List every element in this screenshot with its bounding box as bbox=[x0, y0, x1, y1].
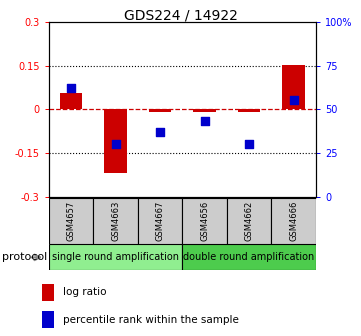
Point bbox=[68, 86, 74, 91]
Bar bbox=[182, 198, 227, 244]
Point bbox=[291, 98, 296, 103]
Bar bbox=[271, 198, 316, 244]
Text: GSM4656: GSM4656 bbox=[200, 201, 209, 241]
Bar bbox=[182, 244, 316, 270]
Text: double round amplification: double round amplification bbox=[183, 252, 315, 262]
Text: GSM4657: GSM4657 bbox=[66, 201, 75, 241]
Bar bbox=[227, 198, 271, 244]
Text: GDS224 / 14922: GDS224 / 14922 bbox=[123, 8, 238, 23]
Text: GSM4662: GSM4662 bbox=[245, 201, 253, 241]
Text: log ratio: log ratio bbox=[63, 287, 106, 297]
Bar bbox=[93, 198, 138, 244]
Text: GSM4663: GSM4663 bbox=[111, 201, 120, 241]
Bar bbox=[60, 93, 82, 109]
Text: GSM4666: GSM4666 bbox=[289, 201, 298, 241]
Point bbox=[246, 141, 252, 147]
Bar bbox=[149, 109, 171, 112]
Point bbox=[113, 141, 118, 147]
Bar bbox=[238, 109, 260, 112]
Bar bbox=[104, 109, 127, 173]
Bar bbox=[42, 311, 54, 328]
Bar bbox=[138, 198, 182, 244]
Point bbox=[202, 119, 208, 124]
Text: percentile rank within the sample: percentile rank within the sample bbox=[63, 315, 239, 325]
Text: GSM4667: GSM4667 bbox=[156, 201, 165, 241]
Text: protocol: protocol bbox=[2, 252, 47, 262]
Bar bbox=[282, 65, 305, 109]
Bar bbox=[49, 198, 93, 244]
Text: single round amplification: single round amplification bbox=[52, 252, 179, 262]
Bar bbox=[49, 244, 182, 270]
Bar bbox=[193, 109, 216, 112]
Bar bbox=[42, 284, 54, 301]
Point bbox=[157, 129, 163, 135]
